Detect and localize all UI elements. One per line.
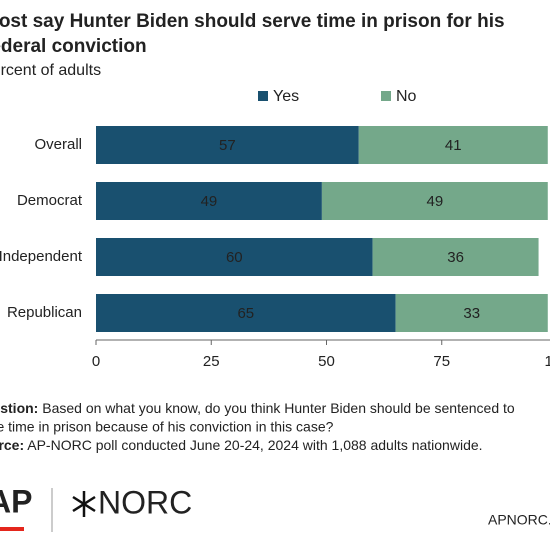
chart-title: Most say Hunter Biden should serve time … <box>0 11 505 32</box>
data-label: 49 <box>426 193 443 210</box>
data-label: 33 <box>463 305 480 322</box>
question-label: Question: <box>0 400 38 416</box>
source: Source: AP-NORC poll conducted June 20-2… <box>0 437 483 453</box>
x-tick-label: 0 <box>92 353 100 370</box>
legend: Yes No <box>258 88 417 105</box>
logo-norc: NORC <box>98 484 192 520</box>
plot: 0 25 50 75 100 Overall 57 41 Democrat 49 49 Indepen… <box>0 126 550 370</box>
bar <box>96 294 396 332</box>
x-tick-label: 75 <box>433 353 450 370</box>
question-text: serve time in prison because of his conv… <box>0 419 334 435</box>
legend-label: Yes <box>273 88 299 105</box>
logo-ap: AP <box>0 483 32 519</box>
data-label: 49 <box>201 193 218 210</box>
bar <box>96 238 373 276</box>
question: Question: Based on what you know, do you… <box>0 400 515 416</box>
source-label: Source: <box>0 437 24 453</box>
y-tick-label: Republican <box>7 304 82 321</box>
x-tick-label: 25 <box>203 353 220 370</box>
y-tick-label: Independent <box>0 248 83 265</box>
data-label: 57 <box>219 137 236 154</box>
question-text: Based on what you know, do you think Hun… <box>42 400 515 416</box>
data-label: 36 <box>447 249 464 266</box>
bar <box>96 126 359 164</box>
x-tick-label: 50 <box>318 353 335 370</box>
bar <box>395 294 548 332</box>
y-tick-label: Overall <box>34 136 82 153</box>
legend-swatch <box>381 91 391 101</box>
bar <box>372 238 539 276</box>
chart-title: federal conviction <box>0 36 147 57</box>
bar <box>358 126 548 164</box>
legend-label: No <box>396 88 417 105</box>
data-label: 60 <box>226 249 243 266</box>
bar <box>96 182 322 220</box>
bar <box>321 182 548 220</box>
source-text: AP-NORC poll conducted June 20-24, 2024 … <box>27 437 482 453</box>
website: APNORC.org <box>488 512 550 528</box>
data-label: 65 <box>237 305 254 322</box>
chart-subtitle: Percent of adults <box>0 62 101 79</box>
legend-swatch <box>258 91 268 101</box>
data-label: 41 <box>445 137 462 154</box>
logo-ap-bar <box>0 527 24 531</box>
x-tick-label: 100 <box>544 353 550 370</box>
y-tick-label: Democrat <box>17 192 83 209</box>
logo-star <box>72 491 96 517</box>
